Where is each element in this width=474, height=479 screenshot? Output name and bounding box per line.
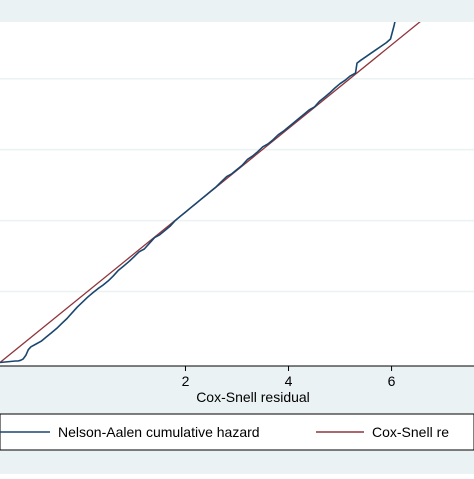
series-lines bbox=[0, 22, 421, 364]
legend-box bbox=[0, 413, 474, 451]
gridlines bbox=[0, 77, 474, 293]
nelson-aalen-line bbox=[0, 22, 396, 364]
x-axis-title: Cox-Snell residual bbox=[196, 389, 310, 405]
legend-label-1: Nelson-Aalen cumulative hazard bbox=[58, 424, 260, 440]
legend: Nelson-Aalen cumulative hazard Cox-Snell … bbox=[0, 424, 449, 440]
x-tick-label-6: 6 bbox=[388, 373, 396, 389]
x-tick-label-2: 2 bbox=[182, 373, 190, 389]
figure-top-band bbox=[0, 0, 474, 22]
x-axis-ticks: 2 4 6 bbox=[182, 366, 396, 389]
legend-label-2: Cox-Snell re bbox=[372, 424, 449, 440]
x-tick-label-4: 4 bbox=[285, 373, 293, 389]
